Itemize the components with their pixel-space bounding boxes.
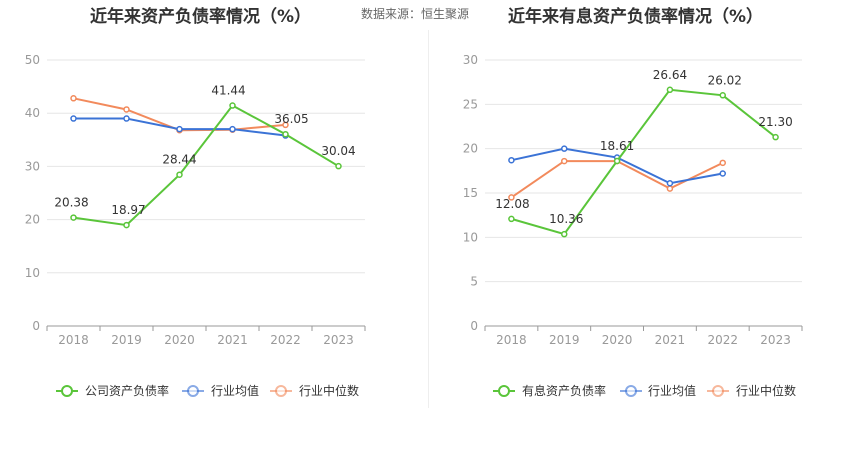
x-tick-label: 2019 <box>549 333 580 347</box>
x-tick-label: 2023 <box>760 333 791 347</box>
data-point-company <box>666 86 674 94</box>
data-label: 26.02 <box>708 73 742 87</box>
data-label: 10.36 <box>549 212 583 226</box>
data-label: 18.97 <box>111 203 145 217</box>
data-point-avg <box>719 170 726 177</box>
series-line-company <box>73 104 340 227</box>
y-tick-label: 20 <box>25 213 40 227</box>
data-point-company <box>719 92 726 99</box>
data-point-company <box>772 133 779 141</box>
x-tick-label: 2022 <box>707 333 738 347</box>
data-label: 21.30 <box>758 115 792 129</box>
legend-swatch-marker <box>61 385 73 397</box>
data-label: 28.44 <box>162 153 196 167</box>
y-tick-label: 0 <box>470 319 478 333</box>
chart-left: 0 10 20 30 40 50 2018 2019 2020 2021 2022 2023 20.38… <box>25 53 366 398</box>
chart-title-left: 近年来资产负债率情况（%） <box>90 7 312 27</box>
legend-label: 行业中位数 <box>299 383 359 398</box>
data-point-company <box>70 214 77 221</box>
data-label: 30.04 <box>321 144 355 158</box>
data-point-avg <box>666 179 674 187</box>
data-point-avg <box>229 125 236 133</box>
data-point-avg <box>508 156 515 164</box>
y-tick-label: 30 <box>463 53 478 67</box>
legend-swatch-marker <box>275 385 287 397</box>
y-tick-label: 30 <box>25 159 40 173</box>
data-point-company <box>508 215 515 223</box>
legend: 有息资产负债率 行业均值 行业中位数 <box>493 383 796 398</box>
data-label: 36.05 <box>274 112 308 126</box>
data-point-avg <box>123 115 130 122</box>
legend: 公司资产负债率 行业均值 行业中位数 <box>56 383 359 398</box>
data-label: 18.61 <box>600 139 634 153</box>
data-label: 41.44 <box>211 84 245 98</box>
data-point-median <box>508 194 515 201</box>
y-tick-label: 5 <box>470 275 478 289</box>
data-point-avg <box>70 115 77 122</box>
data-label: 20.38 <box>54 196 88 210</box>
y-tick-label: 0 <box>32 319 40 333</box>
x-tick-label: 2019 <box>111 333 142 347</box>
panel-divider <box>428 30 429 408</box>
legend-swatch-marker <box>187 385 199 397</box>
legend-item-median[interactable]: 行业中位数 <box>270 383 359 398</box>
y-tick-label: 50 <box>25 53 40 67</box>
x-tick-label: 2020 <box>164 333 195 347</box>
data-source-note: 数据来源：恒生聚源 <box>361 7 470 21</box>
x-tick-label: 2021 <box>655 333 686 347</box>
legend-swatch-marker <box>498 385 510 397</box>
legend-label: 公司资产负债率 <box>85 383 169 398</box>
data-point-median <box>123 106 130 113</box>
legend-item-company[interactable]: 公司资产负债率 <box>56 383 169 398</box>
x-tick-label: 2018 <box>58 333 89 347</box>
x-tick-label: 2023 <box>323 333 354 347</box>
data-label: 12.08 <box>495 197 529 211</box>
x-tick-label: 2018 <box>496 333 527 347</box>
y-tick-label: 25 <box>463 97 478 111</box>
legend-item-avg[interactable]: 行业均值 <box>620 383 696 398</box>
data-point-company <box>176 171 183 178</box>
legend-item-avg[interactable]: 行业均值 <box>182 383 259 398</box>
data-point-company <box>613 157 621 165</box>
legend-swatch-marker <box>625 385 637 397</box>
legend-item-median[interactable]: 行业中位数 <box>707 383 796 398</box>
data-point-company <box>123 221 130 229</box>
legend-label: 行业均值 <box>211 383 259 398</box>
x-tick-label: 2021 <box>217 333 248 347</box>
data-point-median <box>70 95 77 102</box>
y-tick-label: 10 <box>463 230 478 244</box>
legend-label: 行业中位数 <box>736 383 796 398</box>
data-point-company <box>335 162 342 170</box>
y-tick-label: 20 <box>463 142 478 156</box>
data-point-median <box>561 157 568 165</box>
data-point-avg <box>561 145 568 152</box>
x-tick-label: 2022 <box>270 333 301 347</box>
data-point-company <box>561 230 568 238</box>
data-point-median <box>282 121 289 129</box>
series-line-median <box>73 97 286 132</box>
x-tick-label: 2020 <box>602 333 633 347</box>
y-tick-label: 15 <box>463 186 478 200</box>
data-point-avg <box>176 125 183 133</box>
data-point-company <box>229 102 236 109</box>
data-point-median <box>666 185 674 192</box>
legend-label: 有息资产负债率 <box>522 383 606 398</box>
series-line-company <box>511 88 777 236</box>
data-point-company <box>282 130 289 138</box>
data-label: 26.64 <box>653 68 687 82</box>
legend-item-company[interactable]: 有息资产负债率 <box>493 383 606 398</box>
data-point-median <box>719 159 726 167</box>
y-tick-label: 40 <box>25 106 40 120</box>
chart-right: 0 5 10 15 20 25 30 2018 2019 2020 2021 2022 2023 12.0… <box>463 53 803 398</box>
y-tick-label: 10 <box>25 266 40 280</box>
legend-label: 行业均值 <box>648 383 696 398</box>
legend-swatch-marker <box>712 385 724 397</box>
chart-title-right: 近年来有息资产负债率情况（%） <box>508 7 764 27</box>
